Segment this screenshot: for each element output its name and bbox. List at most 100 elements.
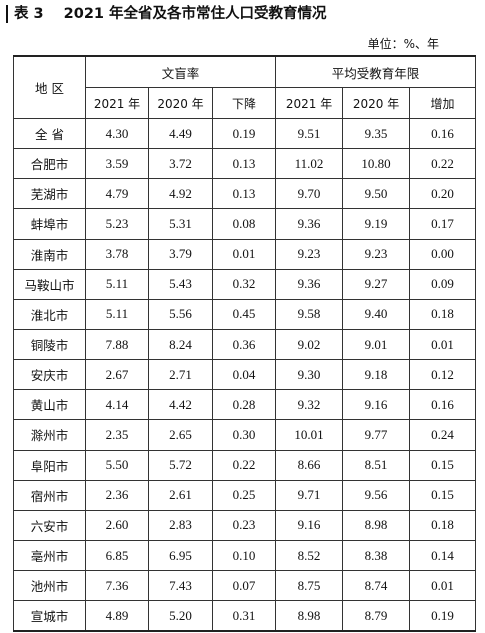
- schooling-increase-cell: 0.00: [409, 238, 477, 270]
- region-cell: 蚌埠市: [13, 208, 86, 240]
- schooling-increase-cell: 0.12: [409, 359, 477, 391]
- schooling-2020-cell: 8.79: [342, 600, 411, 632]
- illiteracy-drop-cell: 0.36: [211, 328, 277, 361]
- illiteracy-2020-cell: 2.83: [148, 509, 213, 541]
- schooling-2021-cell: 9.58: [275, 298, 344, 330]
- education-table: 地 区 文盲率 平均受教育年限 2021 年 2020 年 下降 2021 年 …: [13, 55, 477, 633]
- schooling-2020-cell: 9.56: [342, 479, 411, 511]
- schooling-2020-cell: 9.40: [342, 298, 411, 330]
- illiteracy-drop-cell: 0.28: [211, 389, 277, 421]
- schooling-2020-cell: 8.51: [342, 449, 411, 481]
- table-number: 表 3: [14, 6, 44, 22]
- illiteracy-2020-cell: 5.31: [148, 208, 213, 240]
- schooling-increase-cell: 0.17: [409, 208, 477, 240]
- schooling-2020-cell: 9.50: [342, 178, 411, 210]
- illiteracy-2020-cell: 6.95: [148, 539, 213, 572]
- table-row: 淮南市 3.78 3.79 0.01 9.23 9.23 0.00: [13, 238, 477, 270]
- schooling-increase-cell: 0.01: [409, 570, 477, 602]
- illiteracy-drop-cell: 0.22: [211, 449, 277, 481]
- header-illiteracy-rate: 文盲率: [84, 55, 277, 88]
- illiteracy-2021-cell: 3.59: [85, 148, 149, 180]
- region-cell: 池州市: [13, 570, 86, 602]
- illiteracy-2020-cell: 7.43: [148, 570, 213, 602]
- illiteracy-drop-cell: 0.31: [211, 600, 277, 632]
- schooling-2020-cell: 9.23: [342, 238, 411, 270]
- header-ill-drop: 下降: [211, 87, 277, 119]
- schooling-increase-cell: 0.01: [409, 328, 477, 361]
- table-row: 宣城市 4.89 5.20 0.31 8.98 8.79 0.19: [13, 600, 477, 632]
- illiteracy-2020-cell: 4.49: [148, 117, 213, 150]
- illiteracy-2020-cell: 2.65: [148, 419, 213, 451]
- illiteracy-drop-cell: 0.08: [211, 208, 277, 240]
- schooling-increase-cell: 0.18: [409, 509, 477, 541]
- schooling-2021-cell: 9.71: [275, 479, 344, 511]
- schooling-increase-cell: 0.09: [409, 268, 477, 300]
- schooling-2021-cell: 8.75: [275, 570, 344, 602]
- table-caption: 表 3 2021 年全省及各市常住人口受教育情况: [6, 5, 327, 23]
- table-row: 全 省 4.30 4.49 0.19 9.51 9.35 0.16: [13, 117, 477, 150]
- unit-note: 单位：%、年: [367, 37, 439, 51]
- illiteracy-2021-cell: 4.89: [85, 600, 149, 632]
- illiteracy-drop-cell: 0.32: [211, 268, 277, 300]
- region-cell: 滁州市: [13, 419, 86, 451]
- schooling-2021-cell: 9.02: [275, 328, 344, 361]
- table-row: 马鞍山市 5.11 5.43 0.32 9.36 9.27 0.09: [13, 268, 477, 300]
- schooling-2021-cell: 9.23: [275, 238, 344, 270]
- illiteracy-2020-cell: 4.92: [148, 178, 213, 210]
- illiteracy-2021-cell: 5.50: [85, 449, 149, 481]
- schooling-increase-cell: 0.14: [409, 539, 477, 572]
- schooling-2020-cell: 9.27: [342, 268, 411, 300]
- table-row: 芜湖市 4.79 4.92 0.13 9.70 9.50 0.20: [13, 178, 477, 210]
- schooling-2020-cell: 9.77: [342, 419, 411, 451]
- illiteracy-drop-cell: 0.01: [211, 238, 277, 270]
- schooling-2020-cell: 8.38: [342, 539, 411, 572]
- schooling-increase-cell: 0.18: [409, 298, 477, 330]
- illiteracy-drop-cell: 0.07: [211, 570, 277, 602]
- header-region: 地 区: [13, 55, 86, 119]
- schooling-increase-cell: 0.16: [409, 117, 477, 150]
- table-row: 淮北市 5.11 5.56 0.45 9.58 9.40 0.18: [13, 298, 477, 330]
- illiteracy-drop-cell: 0.25: [211, 479, 277, 511]
- schooling-2021-cell: 9.36: [275, 208, 344, 240]
- illiteracy-2020-cell: 2.71: [148, 359, 213, 391]
- schooling-2020-cell: 9.18: [342, 359, 411, 391]
- schooling-2020-cell: 9.35: [342, 117, 411, 150]
- region-cell: 宿州市: [13, 479, 86, 511]
- region-cell: 铜陵市: [13, 328, 86, 361]
- schooling-2021-cell: 8.98: [275, 600, 344, 632]
- illiteracy-2020-cell: 4.42: [148, 389, 213, 421]
- region-cell: 六安市: [13, 509, 86, 541]
- illiteracy-2021-cell: 5.23: [85, 208, 149, 240]
- schooling-increase-cell: 0.16: [409, 389, 477, 421]
- illiteracy-drop-cell: 0.30: [211, 419, 277, 451]
- region-cell: 黄山市: [13, 389, 86, 421]
- schooling-2020-cell: 9.16: [342, 389, 411, 421]
- schooling-increase-cell: 0.20: [409, 178, 477, 210]
- region-cell: 阜阳市: [13, 449, 86, 481]
- region-cell: 宣城市: [13, 600, 86, 632]
- schooling-2021-cell: 9.36: [275, 268, 344, 300]
- table-row: 黄山市 4.14 4.42 0.28 9.32 9.16 0.16: [13, 389, 477, 421]
- illiteracy-2021-cell: 6.85: [85, 539, 149, 572]
- illiteracy-2021-cell: 3.78: [85, 238, 149, 270]
- illiteracy-2021-cell: 5.11: [85, 298, 149, 330]
- illiteracy-2021-cell: 4.14: [85, 389, 149, 421]
- header-yrs-2021: 2021 年: [275, 87, 344, 119]
- illiteracy-2021-cell: 5.11: [85, 268, 149, 300]
- schooling-increase-cell: 0.15: [409, 479, 477, 511]
- schooling-increase-cell: 0.15: [409, 449, 477, 481]
- illiteracy-2021-cell: 7.88: [85, 328, 149, 361]
- region-cell: 合肥市: [13, 148, 86, 180]
- illiteracy-2021-cell: 4.30: [85, 117, 149, 150]
- schooling-2020-cell: 8.74: [342, 570, 411, 602]
- schooling-2021-cell: 9.16: [275, 509, 344, 541]
- region-cell: 安庆市: [13, 359, 86, 391]
- table-row: 铜陵市 7.88 8.24 0.36 9.02 9.01 0.01: [13, 328, 477, 361]
- region-cell: 马鞍山市: [13, 268, 86, 300]
- illiteracy-drop-cell: 0.13: [211, 178, 277, 210]
- table-row: 阜阳市 5.50 5.72 0.22 8.66 8.51 0.15: [13, 449, 477, 481]
- header-average-schooling-years: 平均受教育年限: [275, 55, 477, 88]
- region-cell: 芜湖市: [13, 178, 86, 210]
- illiteracy-2020-cell: 5.56: [148, 298, 213, 330]
- illiteracy-2021-cell: 2.60: [85, 509, 149, 541]
